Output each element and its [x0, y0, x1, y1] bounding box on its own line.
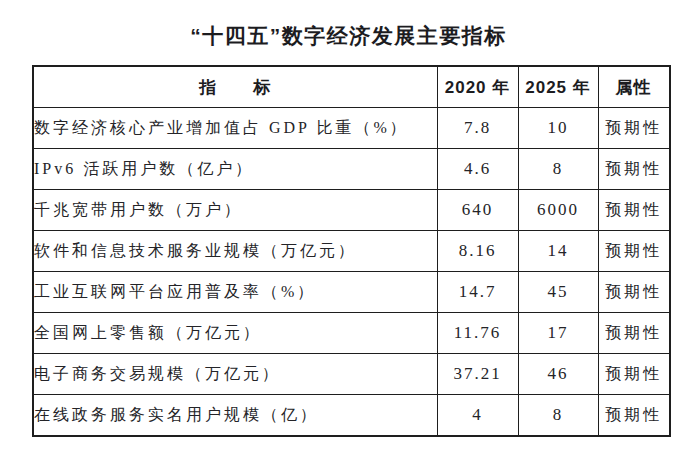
value-2025-cell: 17 [518, 313, 598, 354]
value-2020-cell: 37.21 [437, 354, 518, 395]
indicators-table: 指 标 2020 年 2025 年 属性 数字经济核心产业增加值占 GDP 比重… [32, 65, 671, 437]
table-row: 工业互联网平台应用普及率（%） 14.7 45 预期性 [33, 272, 670, 313]
header-attribute: 属性 [598, 66, 670, 108]
value-2020-cell: 14.7 [437, 272, 518, 313]
value-2025-cell: 8 [518, 395, 598, 437]
table-header-row: 指 标 2020 年 2025 年 属性 [33, 66, 670, 108]
attribute-cell: 预期性 [598, 272, 670, 313]
value-2020-cell: 8.16 [437, 231, 518, 272]
value-2020-cell: 4 [437, 395, 518, 437]
value-2020-cell: 11.76 [437, 313, 518, 354]
table-row: 在线政务服务实名用户规模（亿） 4 8 预期性 [33, 395, 670, 437]
value-2025-cell: 14 [518, 231, 598, 272]
header-indicator: 指 标 [33, 66, 437, 108]
table-row: 千兆宽带用户数（万户） 640 6000 预期性 [33, 190, 670, 231]
indicator-cell: 工业互联网平台应用普及率（%） [33, 272, 437, 313]
attribute-cell: 预期性 [598, 231, 670, 272]
attribute-cell: 预期性 [598, 354, 670, 395]
indicator-cell: 全国网上零售额（万亿元） [33, 313, 437, 354]
value-2025-cell: 8 [518, 149, 598, 190]
header-2020: 2020 年 [437, 66, 518, 108]
indicator-cell: 电子商务交易规模（万亿元） [33, 354, 437, 395]
value-2020-cell: 640 [437, 190, 518, 231]
attribute-cell: 预期性 [598, 149, 670, 190]
attribute-cell: 预期性 [598, 190, 670, 231]
attribute-cell: 预期性 [598, 313, 670, 354]
indicator-cell: IPv6 活跃用户数（亿户） [33, 149, 437, 190]
value-2025-cell: 46 [518, 354, 598, 395]
value-2025-cell: 10 [518, 108, 598, 149]
indicator-cell: 在线政务服务实名用户规模（亿） [33, 395, 437, 437]
indicator-cell: 数字经济核心产业增加值占 GDP 比重（%） [33, 108, 437, 149]
table-row: 软件和信息技术服务业规模（万亿元） 8.16 14 预期性 [33, 231, 670, 272]
indicator-cell: 软件和信息技术服务业规模（万亿元） [33, 231, 437, 272]
value-2020-cell: 7.8 [437, 108, 518, 149]
attribute-cell: 预期性 [598, 108, 670, 149]
table-row: 全国网上零售额（万亿元） 11.76 17 预期性 [33, 313, 670, 354]
table-row: IPv6 活跃用户数（亿户） 4.6 8 预期性 [33, 149, 670, 190]
indicator-cell: 千兆宽带用户数（万户） [33, 190, 437, 231]
attribute-cell: 预期性 [598, 395, 670, 437]
value-2025-cell: 45 [518, 272, 598, 313]
header-2025: 2025 年 [518, 66, 598, 108]
value-2025-cell: 6000 [518, 190, 598, 231]
page-title: “十四五”数字经济发展主要指标 [0, 22, 697, 50]
value-2020-cell: 4.6 [437, 149, 518, 190]
table-row: 数字经济核心产业增加值占 GDP 比重（%） 7.8 10 预期性 [33, 108, 670, 149]
table-row: 电子商务交易规模（万亿元） 37.21 46 预期性 [33, 354, 670, 395]
